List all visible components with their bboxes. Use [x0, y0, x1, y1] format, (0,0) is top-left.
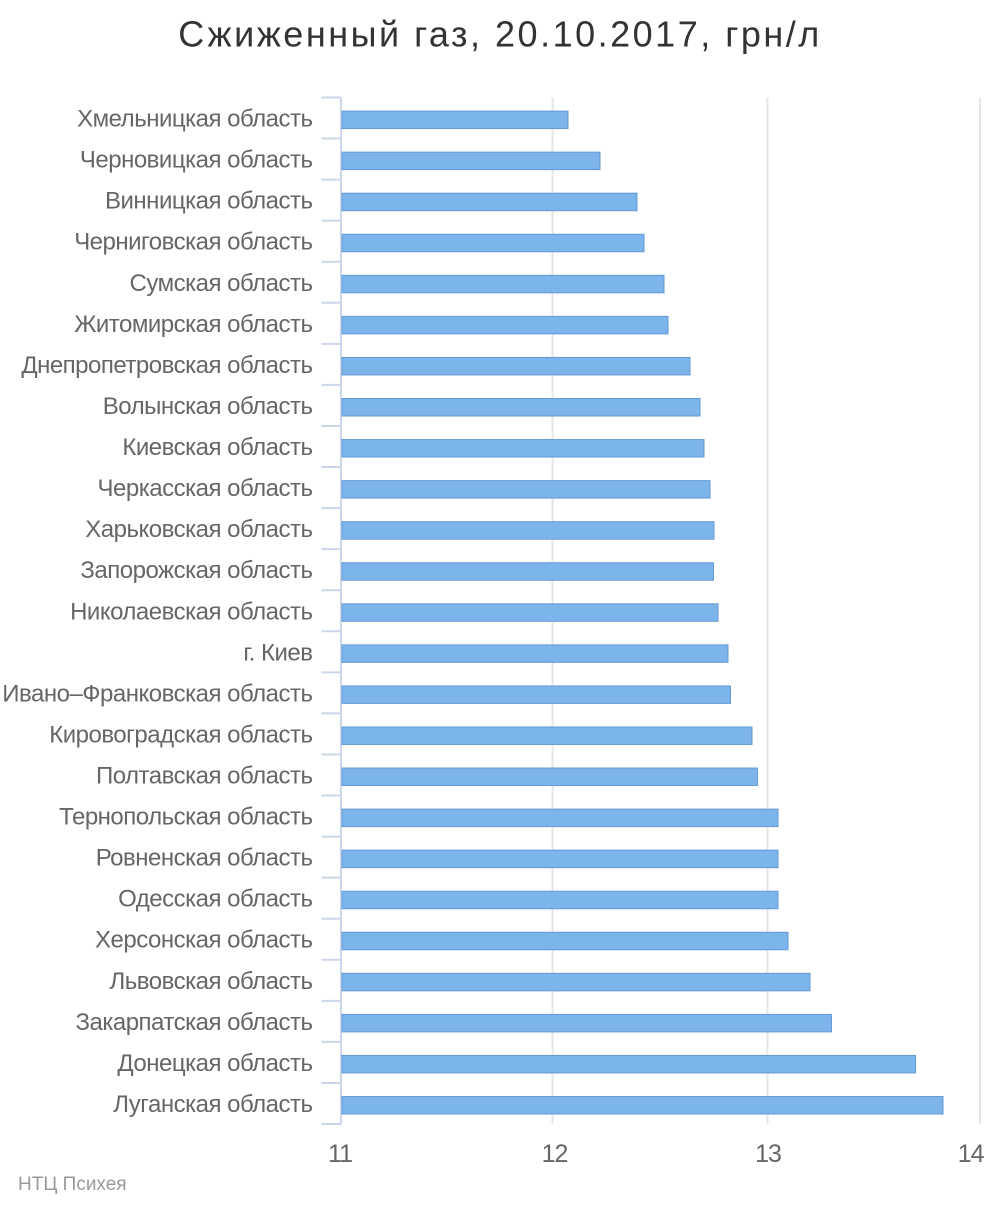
svg-text:Тернопольская область: Тернопольская область [59, 804, 312, 831]
svg-text:Черниговская область: Черниговская область [74, 229, 312, 256]
svg-text:Сжиженный газ, 20.10.2017, грн: Сжиженный газ, 20.10.2017, грн/л [178, 14, 822, 55]
svg-text:Волынская область: Волынская область [103, 393, 313, 420]
svg-text:11: 11 [328, 1140, 352, 1168]
svg-text:Полтавская область: Полтавская область [96, 762, 313, 789]
svg-text:Закарпатская область: Закарпатская область [75, 1009, 312, 1036]
svg-text:Днепропетровская область: Днепропетровская область [21, 352, 312, 379]
svg-text:Киевская область: Киевская область [122, 434, 312, 461]
svg-text:Винницкая область: Винницкая область [105, 188, 312, 215]
svg-text:Херсонская область: Херсонская область [95, 927, 312, 954]
svg-text:Харьковская область: Харьковская область [85, 516, 312, 543]
svg-text:Одесская область: Одесская область [118, 886, 312, 913]
svg-text:г. Киев: г. Киев [243, 639, 312, 666]
svg-text:Житомирская область: Житомирская область [74, 311, 312, 338]
svg-text:Львовская область: Львовская область [110, 968, 313, 995]
svg-text:12: 12 [542, 1140, 568, 1168]
svg-text:Кировоградская область: Кировоградская область [49, 721, 312, 748]
svg-text:НТЦ Психея: НТЦ Психея [18, 1174, 127, 1195]
svg-text:14: 14 [958, 1140, 985, 1168]
svg-text:Хмельницкая область: Хмельницкая область [77, 106, 312, 133]
svg-text:Запорожская область: Запорожская область [80, 557, 312, 584]
svg-text:Ивано–Франковская область: Ивано–Франковская область [2, 680, 312, 707]
svg-text:Сумская область: Сумская область [130, 270, 313, 297]
svg-text:Донецкая область: Донецкая область [117, 1050, 312, 1077]
svg-text:Черновицкая область: Черновицкая область [80, 147, 313, 174]
svg-text:Черкасская область: Черкасская область [98, 475, 313, 502]
svg-text:13: 13 [755, 1140, 781, 1168]
svg-text:Николаевская область: Николаевская область [70, 598, 312, 625]
svg-text:Ровненская область: Ровненская область [96, 845, 313, 872]
svg-text:Луганская область: Луганская область [113, 1091, 312, 1118]
